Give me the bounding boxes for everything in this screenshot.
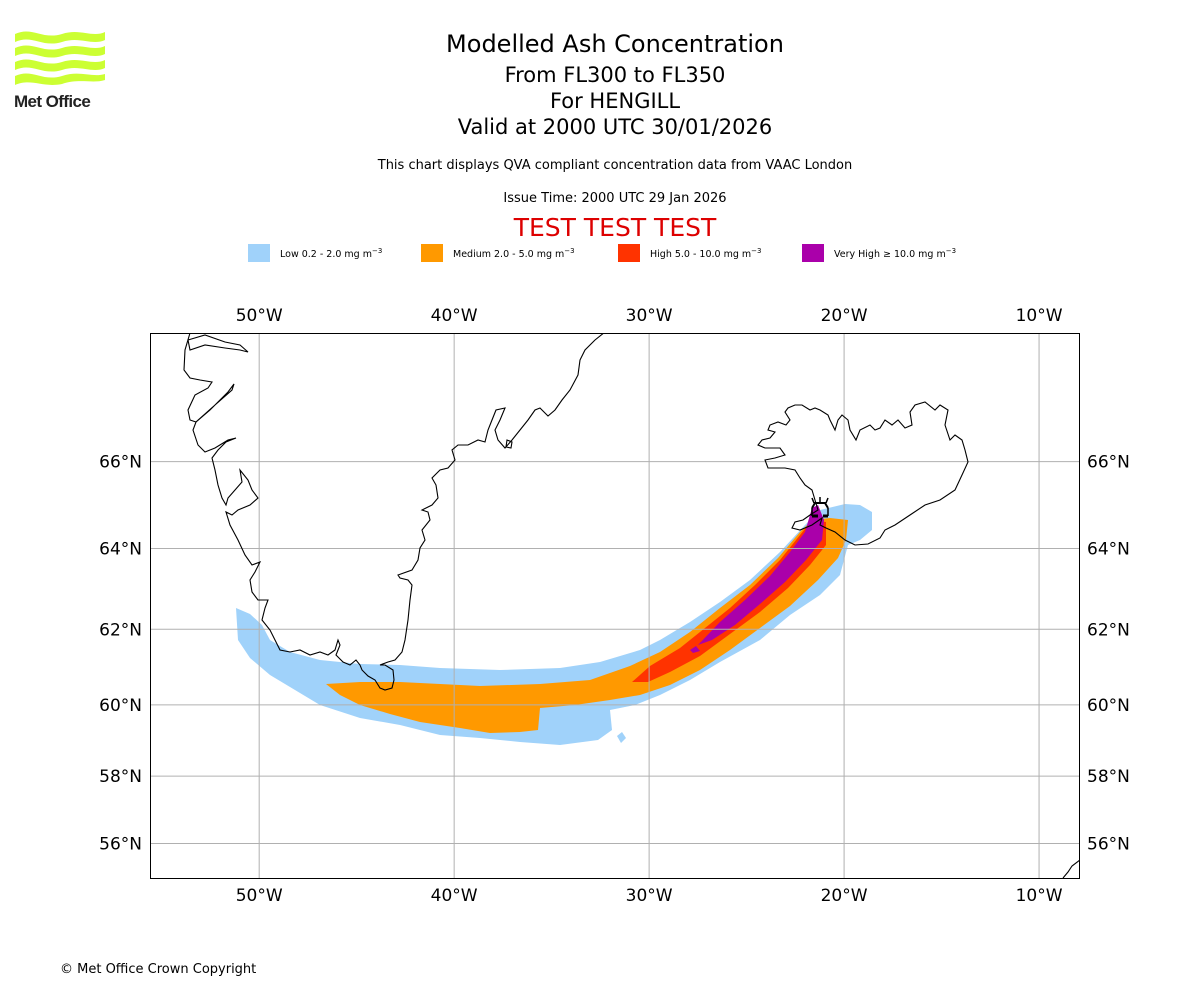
gridlines [150,333,1080,879]
lat-tick-label-left: 64°N [99,539,142,559]
lat-tick-label-right: 56°N [1087,834,1130,854]
ash-layer-low-speck [617,732,626,743]
legend-item-very-high: Very High ≥ 10.0 mg m−3 [802,244,956,262]
tick-labels: 50°W 50°W 40°W 40°W 30°W 30°W 20°W 20°W 10°W 10°W… [99,306,1130,906]
greenland-inner-fjord [187,334,249,353]
lat-tick-label-left: 60°N [99,696,142,716]
ash-layer-low [236,504,872,745]
test-banner: TEST TEST TEST [513,213,717,242]
legend-item-low: Low 0.2 - 2.0 mg m−3 [248,244,382,262]
lat-tick-label-left: 62°N [99,620,142,640]
legend-item-medium: Medium 2.0 - 5.0 mg m−3 [421,244,575,262]
met-office-logo [12,28,112,114]
legend-swatch-medium [421,244,443,262]
volcano-icon [811,497,829,518]
lat-tick-label-right: 60°N [1087,696,1130,716]
met-office-wave-logo-icon [15,31,105,85]
lon-tick-label-bottom: 50°W [236,886,283,906]
chart-description: This chart displays QVA compliant concen… [377,158,853,173]
met-office-logo-text: Met Office [14,92,91,111]
lon-tick-label-top: 10°W [1016,306,1063,326]
greenland-coastline [183,333,605,691]
issue-time: Issue Time: 2000 UTC 29 Jan 2026 [503,191,727,206]
lat-tick-label-left: 56°N [99,834,142,854]
chart-title: Modelled Ash Concentration [446,30,784,58]
scotland-coast [1062,859,1080,879]
legend-swatch-low [248,244,270,262]
lat-tick-label-right: 66°N [1087,453,1130,473]
iceland-coastline [757,401,969,546]
volcano-name: For HENGILL [549,89,681,113]
ash-layer-medium [326,518,848,733]
lon-tick-label-bottom: 20°W [821,886,868,906]
map-frame [150,333,1080,879]
legend-swatch-high [618,244,640,262]
lat-tick-label-left: 66°N [99,453,142,473]
valid-time: Valid at 2000 UTC 30/01/2026 [457,115,773,139]
legend-label-low: Low 0.2 - 2.0 mg m−3 [280,246,383,260]
lon-tick-label-top: 20°W [821,306,868,326]
legend-label-medium: Medium 2.0 - 5.0 mg m−3 [453,246,575,260]
flight-levels: From FL300 to FL350 [504,63,726,87]
greenland-island [505,439,513,449]
legend-label-high: High 5.0 - 10.0 mg m−3 [650,246,762,260]
ash-layer-very-high [698,505,824,645]
lat-tick-label-right: 58°N [1087,767,1130,787]
lon-tick-label-bottom: 10°W [1016,886,1063,906]
copyright-footer: © Met Office Crown Copyright [60,962,257,977]
legend-label-very-high: Very High ≥ 10.0 mg m−3 [834,246,957,260]
ash-layer-very-high-speck [690,646,700,653]
legend-item-high: High 5.0 - 10.0 mg m−3 [618,244,762,262]
lon-tick-label-bottom: 30°W [626,886,673,906]
lon-tick-label-bottom: 40°W [431,886,478,906]
legend-swatch-very-high [802,244,824,262]
coastlines [183,333,1080,879]
lon-tick-label-top: 40°W [431,306,478,326]
lat-tick-label-right: 62°N [1087,620,1130,640]
lat-tick-label-left: 58°N [99,767,142,787]
lon-tick-label-top: 50°W [236,306,283,326]
lon-tick-label-top: 30°W [626,306,673,326]
lat-tick-label-right: 64°N [1087,539,1130,559]
